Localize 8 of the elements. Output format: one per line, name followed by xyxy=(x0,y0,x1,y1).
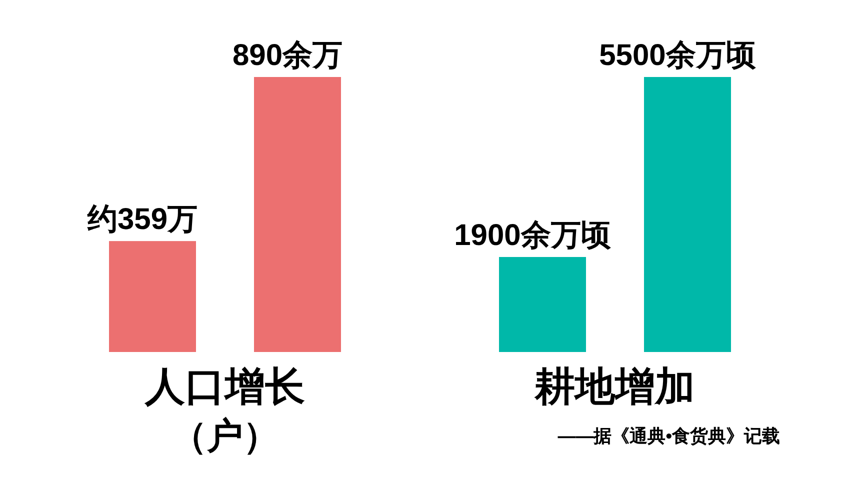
data-label: 890余万 xyxy=(232,39,343,72)
annotation: ——据《通典•食货典》记载 xyxy=(558,426,780,446)
data-label: 1900余万顷 xyxy=(454,219,611,252)
xlabel: 耕地增加 xyxy=(535,365,695,409)
data-label: 约359万 xyxy=(87,203,198,236)
annotation: （户） xyxy=(171,415,279,456)
xlabel: 人口增长 xyxy=(145,365,305,409)
data-label: 5500余万顷 xyxy=(599,39,756,72)
